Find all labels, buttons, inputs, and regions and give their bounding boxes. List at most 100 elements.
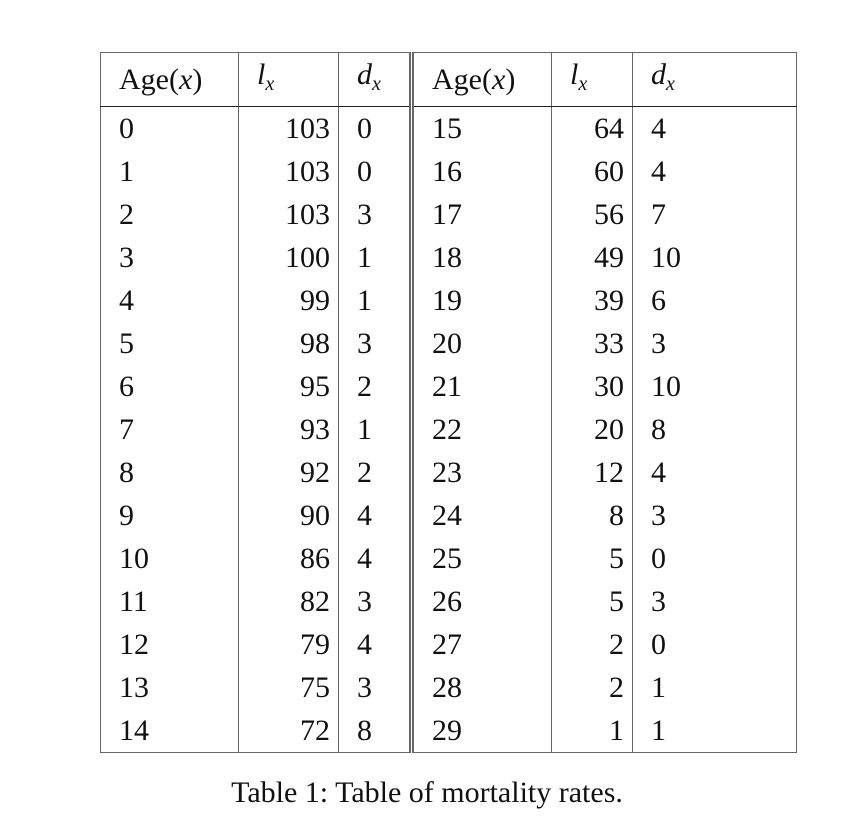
cell-l1: 98 bbox=[238, 322, 339, 365]
cell-age1: 13 bbox=[100, 666, 239, 709]
cell-l1: 103 bbox=[238, 106, 339, 150]
cell-d2: 6 bbox=[632, 279, 797, 322]
table-row: 9 90 4 24 8 3 bbox=[100, 494, 797, 537]
cell-d2: 3 bbox=[632, 494, 797, 537]
cell-d2: 7 bbox=[632, 193, 797, 236]
cell-l2: 33 bbox=[551, 322, 633, 365]
table-row: 7 93 1 22 20 8 bbox=[100, 408, 797, 451]
cell-age2: 19 bbox=[409, 279, 552, 322]
table-row: 2 103 3 17 56 7 bbox=[100, 193, 797, 236]
cell-age2: 27 bbox=[409, 623, 552, 666]
cell-l2: 20 bbox=[551, 408, 633, 451]
cell-d1: 4 bbox=[338, 623, 412, 666]
cell-d1: 2 bbox=[338, 365, 412, 408]
cell-d1: 1 bbox=[338, 279, 412, 322]
cell-l2: 5 bbox=[551, 580, 633, 623]
cell-age2: 15 bbox=[409, 106, 552, 150]
cell-d2: 4 bbox=[632, 150, 797, 193]
table-row: 5 98 3 20 33 3 bbox=[100, 322, 797, 365]
table-row: 10 86 4 25 5 0 bbox=[100, 537, 797, 580]
cell-d2: 10 bbox=[632, 365, 797, 408]
header-age-left: Age(x) bbox=[100, 52, 239, 107]
cell-d1: 3 bbox=[338, 666, 412, 709]
cell-age1: 0 bbox=[100, 106, 239, 150]
cell-l2: 30 bbox=[551, 365, 633, 408]
table-body: 0 103 0 15 64 4 1 103 0 16 60 4 2 103 3 17 56 7 3 100 1 18 49 1… bbox=[100, 106, 797, 753]
cell-age1: 4 bbox=[100, 279, 239, 322]
cell-age2: 23 bbox=[409, 451, 552, 494]
cell-age2: 28 bbox=[409, 666, 552, 709]
cell-age2: 16 bbox=[409, 150, 552, 193]
cell-age2: 24 bbox=[409, 494, 552, 537]
cell-age1: 9 bbox=[100, 494, 239, 537]
cell-age2: 26 bbox=[409, 580, 552, 623]
cell-age1: 14 bbox=[100, 709, 239, 753]
table-row: 13 75 3 28 2 1 bbox=[100, 666, 797, 709]
table-header-row: Age(x) lx dx Age(x) lx dx bbox=[100, 52, 797, 107]
table-row: 4 99 1 19 39 6 bbox=[100, 279, 797, 322]
cell-l2: 2 bbox=[551, 666, 633, 709]
cell-l1: 95 bbox=[238, 365, 339, 408]
cell-age1: 5 bbox=[100, 322, 239, 365]
table-row: 11 82 3 26 5 3 bbox=[100, 580, 797, 623]
table-row: 12 79 4 27 2 0 bbox=[100, 623, 797, 666]
table-caption: Table 1: Table of mortality rates. bbox=[231, 776, 623, 809]
cell-l1: 93 bbox=[238, 408, 339, 451]
cell-l1: 82 bbox=[238, 580, 339, 623]
cell-l2: 2 bbox=[551, 623, 633, 666]
cell-d1: 2 bbox=[338, 451, 412, 494]
cell-l2: 1 bbox=[551, 709, 633, 753]
cell-age2: 20 bbox=[409, 322, 552, 365]
cell-d2: 1 bbox=[632, 666, 797, 709]
cell-age1: 2 bbox=[100, 193, 239, 236]
cell-age1: 7 bbox=[100, 408, 239, 451]
cell-l1: 103 bbox=[238, 193, 339, 236]
cell-d2: 0 bbox=[632, 537, 797, 580]
cell-l1: 99 bbox=[238, 279, 339, 322]
cell-age1: 6 bbox=[100, 365, 239, 408]
cell-d1: 4 bbox=[338, 494, 412, 537]
table-row: 3 100 1 18 49 10 bbox=[100, 236, 797, 279]
cell-l1: 90 bbox=[238, 494, 339, 537]
table-row: 14 72 8 29 1 1 bbox=[100, 709, 797, 753]
cell-age1: 8 bbox=[100, 451, 239, 494]
cell-l2: 12 bbox=[551, 451, 633, 494]
cell-age1: 10 bbox=[100, 537, 239, 580]
cell-l1: 72 bbox=[238, 709, 339, 753]
cell-d2: 4 bbox=[632, 106, 797, 150]
cell-d2: 3 bbox=[632, 580, 797, 623]
cell-l1: 86 bbox=[238, 537, 339, 580]
cell-l2: 56 bbox=[551, 193, 633, 236]
header-lx-right: lx bbox=[551, 52, 633, 107]
cell-age2: 21 bbox=[409, 365, 552, 408]
mortality-table: Age(x) lx dx Age(x) lx dx 0 103 0 15 64 4 1 103… bbox=[100, 52, 797, 753]
cell-l1: 100 bbox=[238, 236, 339, 279]
cell-l2: 49 bbox=[551, 236, 633, 279]
cell-l2: 64 bbox=[551, 106, 633, 150]
cell-age1: 12 bbox=[100, 623, 239, 666]
cell-d1: 0 bbox=[338, 106, 412, 150]
cell-l1: 92 bbox=[238, 451, 339, 494]
cell-d2: 8 bbox=[632, 408, 797, 451]
table-row: 0 103 0 15 64 4 bbox=[100, 106, 797, 150]
cell-age1: 11 bbox=[100, 580, 239, 623]
cell-l2: 8 bbox=[551, 494, 633, 537]
cell-d2: 3 bbox=[632, 322, 797, 365]
cell-l1: 103 bbox=[238, 150, 339, 193]
cell-d2: 0 bbox=[632, 623, 797, 666]
cell-d1: 8 bbox=[338, 709, 412, 753]
cell-d1: 3 bbox=[338, 193, 412, 236]
cell-age2: 17 bbox=[409, 193, 552, 236]
cell-d1: 3 bbox=[338, 580, 412, 623]
cell-age2: 29 bbox=[409, 709, 552, 753]
header-age-right: Age(x) bbox=[409, 52, 552, 107]
cell-l2: 39 bbox=[551, 279, 633, 322]
cell-d1: 0 bbox=[338, 150, 412, 193]
cell-d1: 3 bbox=[338, 322, 412, 365]
cell-d1: 4 bbox=[338, 537, 412, 580]
cell-d1: 1 bbox=[338, 236, 412, 279]
cell-l2: 5 bbox=[551, 537, 633, 580]
cell-age2: 22 bbox=[409, 408, 552, 451]
cell-d2: 1 bbox=[632, 709, 797, 753]
table-row: 8 92 2 23 12 4 bbox=[100, 451, 797, 494]
